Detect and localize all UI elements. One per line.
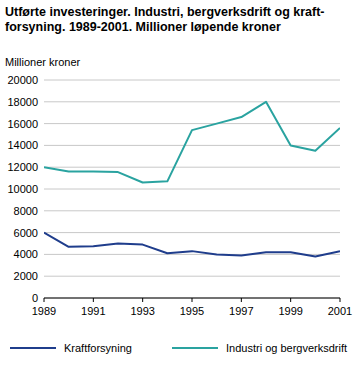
y-tick-label: 2000 <box>14 270 38 282</box>
y-tick-label: 4000 <box>14 248 38 260</box>
x-tick <box>290 298 291 302</box>
grid-line <box>44 276 340 277</box>
x-tick-label: 1993 <box>130 305 154 317</box>
x-tick <box>340 298 341 302</box>
y-tick-label: 16000 <box>7 118 38 130</box>
legend-label: Kraftforsyning <box>64 342 132 354</box>
series-line <box>44 233 340 257</box>
legend-swatch <box>172 347 218 349</box>
x-tick-label: 1991 <box>81 305 105 317</box>
y-tick-label: 0 <box>32 292 38 304</box>
x-tick-label: 2001 <box>328 305 352 317</box>
x-tick-label: 1989 <box>32 305 56 317</box>
series-line <box>44 102 340 183</box>
y-tick-label: 14000 <box>7 139 38 151</box>
grid-line <box>44 189 340 190</box>
y-tick-label: 18000 <box>7 96 38 108</box>
x-tick-label: 1995 <box>180 305 204 317</box>
x-tick <box>93 298 94 302</box>
x-tick <box>192 298 193 302</box>
x-tick-label: 1999 <box>278 305 302 317</box>
grid-line <box>44 232 340 233</box>
y-tick-label: 10000 <box>7 183 38 195</box>
legend-swatch <box>10 347 56 349</box>
title: Utførte investeringer. Industri, bergver… <box>5 5 325 34</box>
chart: Utførte investeringer. Industri, bergver… <box>0 0 361 365</box>
x-tick-label: 1997 <box>229 305 253 317</box>
grid-line <box>44 167 340 168</box>
grid-line <box>44 210 340 211</box>
y-tick-label: 20000 <box>7 74 38 86</box>
y-tick-label: 6000 <box>14 227 38 239</box>
legend-label: Industri og bergverksdrift <box>226 342 347 354</box>
x-tick <box>44 298 45 302</box>
grid-line <box>44 123 340 124</box>
y-axis-label: Millioner kroner <box>5 56 81 68</box>
x-tick <box>241 298 242 302</box>
plot-area <box>44 102 340 257</box>
y-tick-label: 12000 <box>7 161 38 173</box>
x-tick <box>142 298 143 302</box>
grid-line <box>44 101 340 102</box>
grid-line <box>44 80 340 81</box>
y-tick-label: 8000 <box>14 205 38 217</box>
